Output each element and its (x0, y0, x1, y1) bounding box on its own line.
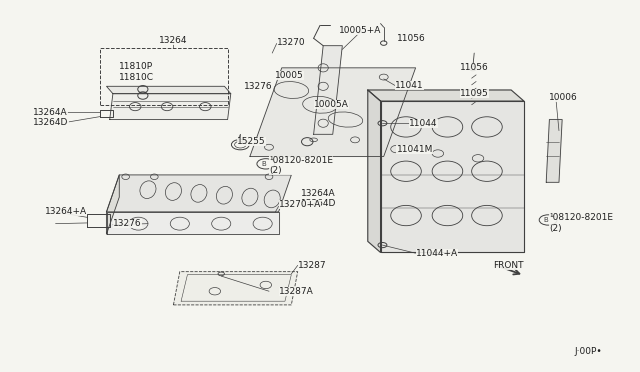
Text: FRONT: FRONT (493, 261, 524, 270)
Polygon shape (106, 175, 119, 234)
Text: 11044+A: 11044+A (415, 249, 458, 258)
Text: 10005+A: 10005+A (339, 26, 381, 35)
Text: 11041M: 11041M (396, 145, 433, 154)
Polygon shape (314, 46, 342, 134)
Text: 10005A: 10005A (314, 100, 349, 109)
Polygon shape (381, 101, 524, 253)
Text: 11056: 11056 (460, 63, 489, 72)
Polygon shape (546, 119, 562, 182)
Text: B: B (544, 217, 548, 223)
Polygon shape (109, 94, 231, 119)
Text: 11095: 11095 (460, 89, 489, 98)
Text: 11056: 11056 (396, 34, 425, 43)
Text: J·00P•: J·00P• (575, 347, 603, 356)
Polygon shape (368, 90, 381, 253)
Polygon shape (106, 212, 278, 234)
Text: B: B (262, 161, 266, 167)
Text: ¹08120-8201E
(2): ¹08120-8201E (2) (549, 213, 613, 232)
Text: 13264A: 13264A (301, 189, 335, 198)
Text: 13264: 13264 (159, 36, 188, 45)
Text: 13287: 13287 (298, 261, 326, 270)
Polygon shape (368, 90, 524, 101)
Text: 13264A: 13264A (33, 108, 68, 117)
Text: 11810P: 11810P (119, 61, 154, 71)
Text: 13270: 13270 (276, 38, 305, 46)
Polygon shape (173, 272, 298, 305)
Text: 10005: 10005 (275, 71, 304, 80)
Text: 13264D: 13264D (301, 199, 336, 208)
Text: 13287A: 13287A (278, 287, 314, 296)
Text: 15255: 15255 (237, 137, 266, 146)
Polygon shape (106, 175, 291, 212)
Polygon shape (106, 86, 231, 94)
Text: 13264D: 13264D (33, 118, 68, 127)
Text: 11044: 11044 (409, 119, 438, 128)
Text: 11810C: 11810C (119, 73, 154, 81)
Text: 13264+A: 13264+A (45, 207, 87, 217)
Polygon shape (250, 68, 415, 157)
Text: 13270+A: 13270+A (278, 200, 321, 209)
Text: 13276: 13276 (244, 82, 272, 91)
Text: 10006: 10006 (549, 93, 578, 102)
Text: 11041: 11041 (395, 81, 424, 90)
Text: 13276: 13276 (113, 219, 141, 228)
Text: ¹08120-8201E
(2): ¹08120-8201E (2) (269, 156, 333, 175)
